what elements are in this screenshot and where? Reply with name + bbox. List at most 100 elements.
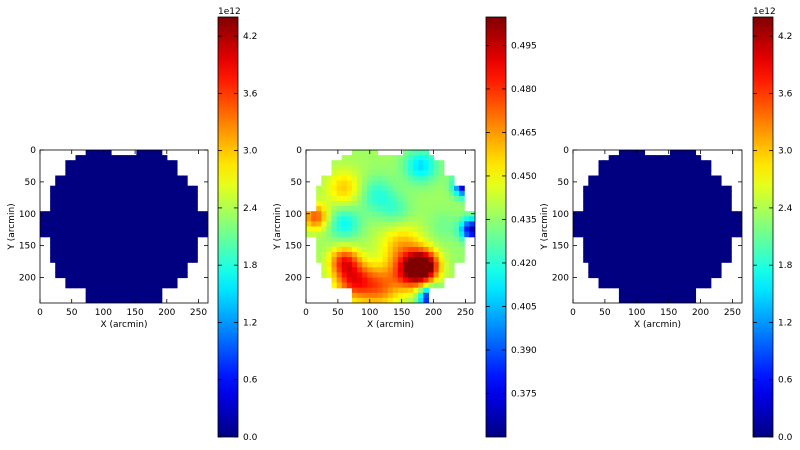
heatmap-cell	[644, 206, 651, 212]
heatmap-cell	[321, 216, 328, 222]
heatmap-cell	[669, 175, 676, 182]
heatmap-cell	[705, 216, 712, 222]
heatmap-cell	[70, 277, 77, 284]
heatmap-cell	[121, 216, 127, 222]
heatmap-cell	[341, 277, 348, 284]
heatmap-cell	[397, 277, 404, 284]
colorbar-tick-label: 1.2	[778, 318, 792, 328]
heatmap-cell	[438, 236, 445, 243]
heatmap-cell	[65, 262, 72, 268]
heatmap-cell	[387, 221, 394, 228]
heatmap-cell	[443, 236, 450, 243]
heatmap-cell	[40, 226, 46, 233]
heatmap-cell	[80, 277, 87, 284]
heatmap-cell	[95, 277, 102, 284]
heatmap-cell	[351, 252, 358, 258]
heatmap-cell	[80, 201, 87, 207]
heatmap-cell	[95, 160, 102, 166]
heatmap-cell	[443, 195, 450, 202]
heatmap-cell	[136, 297, 143, 303]
heatmap-cell	[418, 190, 424, 197]
heatmap-cell	[680, 170, 686, 177]
heatmap-cell	[105, 226, 112, 233]
heatmap-cell	[618, 160, 625, 166]
heatmap-cell	[608, 206, 615, 212]
heatmap-cell	[176, 262, 183, 268]
heatmap-cell	[695, 185, 702, 192]
heatmap-cell	[171, 201, 178, 207]
heatmap-cell	[659, 277, 666, 284]
heatmap-cell	[362, 190, 368, 197]
heatmap-cell	[357, 216, 363, 222]
heatmap-cell	[55, 241, 61, 248]
heatmap-cell	[685, 297, 691, 303]
heatmap-cell	[362, 257, 368, 263]
heatmap-cell	[649, 292, 656, 299]
heatmap-cell	[418, 185, 424, 192]
heatmap-cell	[588, 257, 595, 263]
heatmap-cell	[588, 262, 595, 268]
heatmap-cell	[372, 221, 379, 228]
heatmap-cell	[351, 282, 358, 289]
heatmap-cell	[362, 160, 368, 166]
heatmap-cell	[700, 211, 707, 217]
heatmap-cell	[121, 252, 127, 258]
heatmap-cell	[644, 226, 651, 233]
heatmap-cell	[700, 216, 707, 222]
heatmap-cell	[583, 190, 589, 197]
heatmap-cell	[618, 287, 625, 294]
heatmap-cell	[95, 241, 102, 248]
heatmap-cell	[321, 257, 328, 263]
heatmap-cell	[705, 282, 712, 289]
heatmap-cell	[669, 216, 676, 222]
heatmap-cell	[433, 221, 440, 228]
heatmap-cell	[443, 190, 450, 197]
heatmap-cell	[675, 195, 681, 202]
heatmap-cell	[362, 287, 368, 294]
heatmap-cell	[680, 221, 686, 228]
heatmap-cell	[161, 160, 168, 166]
heatmap-cell	[624, 231, 630, 238]
heatmap-cell	[433, 257, 440, 263]
heatmap-cell	[726, 257, 732, 263]
heatmap-cell	[95, 185, 102, 192]
heatmap-cell	[675, 257, 681, 263]
heatmap-cell	[680, 277, 686, 284]
heatmap-cell	[423, 267, 430, 273]
heatmap-cell	[598, 211, 605, 217]
heatmap-cell	[608, 231, 615, 238]
heatmap-cell	[438, 160, 445, 166]
heatmap-cell	[321, 241, 328, 248]
heatmap-cell	[680, 150, 686, 156]
heatmap-cell	[634, 180, 640, 187]
heatmap-cell	[151, 155, 158, 161]
heatmap-cell	[146, 190, 153, 197]
heatmap-cell	[60, 246, 66, 253]
heatmap-cell	[372, 155, 379, 161]
heatmap-cell	[80, 246, 87, 253]
heatmap-cell	[690, 160, 697, 166]
heatmap-cell	[192, 211, 198, 217]
heatmap-cell	[700, 267, 707, 273]
heatmap-cell	[141, 180, 148, 187]
heatmap-cell	[603, 180, 610, 187]
heatmap-cell	[629, 267, 635, 273]
heatmap-cell	[680, 155, 686, 161]
heatmap-cell	[453, 252, 460, 258]
heatmap-cell	[75, 272, 82, 279]
heatmap-cell	[166, 206, 173, 212]
heatmap-cell	[141, 201, 148, 207]
heatmap-cell	[613, 216, 620, 222]
heatmap-cell	[367, 160, 373, 166]
x-tick-label: 250	[724, 308, 741, 318]
heatmap-cell	[710, 211, 717, 217]
heatmap-cell	[95, 216, 102, 222]
heatmap-cell	[50, 221, 56, 228]
heatmap-cell	[690, 292, 697, 299]
heatmap-cell	[448, 272, 455, 279]
heatmap-cell	[90, 211, 97, 217]
heatmap-cell	[111, 201, 117, 207]
heatmap-cell	[131, 287, 137, 294]
heatmap-cell	[316, 195, 322, 202]
heatmap-cell	[187, 190, 193, 197]
